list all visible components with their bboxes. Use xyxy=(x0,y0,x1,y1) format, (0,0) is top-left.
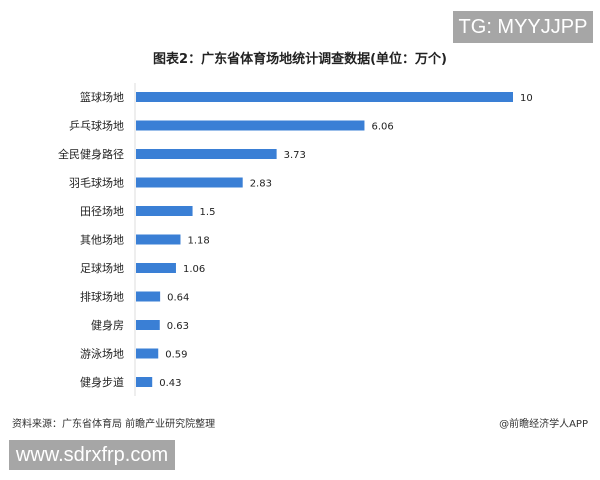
value-label: 0.59 xyxy=(165,350,187,361)
bar xyxy=(136,177,243,188)
category-label: 健身步道 xyxy=(80,375,124,389)
bar xyxy=(136,234,181,245)
value-label: 0.63 xyxy=(167,321,189,332)
bar xyxy=(136,92,513,102)
bar xyxy=(136,291,161,302)
bar xyxy=(136,377,153,387)
category-label: 羽毛球场地 xyxy=(69,176,124,190)
value-label: 1.06 xyxy=(183,264,205,275)
bar xyxy=(136,120,365,131)
value-label: 3.73 xyxy=(284,150,306,161)
bar xyxy=(136,263,176,273)
value-label: 0.64 xyxy=(167,293,189,304)
watermark-tg: TG: MYYJJPP xyxy=(453,11,593,43)
value-label: 10 xyxy=(520,93,533,104)
bar xyxy=(136,320,160,330)
bar xyxy=(136,149,277,159)
category-label: 篮球场地 xyxy=(80,90,124,104)
watermark-url: www.sdrxfrp.com xyxy=(9,440,175,470)
credit-note: @前瞻经济学人APP xyxy=(499,419,588,430)
value-label: 6.06 xyxy=(371,122,393,133)
category-label: 乒乓球场地 xyxy=(69,119,124,133)
category-label: 游泳场地 xyxy=(80,347,124,361)
source-note: 资料来源：广东省体育局 前瞻产业研究院整理 xyxy=(12,419,216,430)
value-label: 2.83 xyxy=(250,179,272,190)
chart-title: 图表2：广东省体育场地统计调查数据(单位：万个) xyxy=(153,52,447,67)
category-label: 其他场地 xyxy=(80,233,124,247)
category-label: 足球场地 xyxy=(80,261,124,275)
value-label: 1.5 xyxy=(200,207,216,218)
category-label: 健身房 xyxy=(91,318,124,332)
bar xyxy=(136,348,159,359)
category-label: 全民健身路径 xyxy=(58,147,124,161)
value-label: 1.18 xyxy=(187,236,209,247)
bar xyxy=(136,206,193,216)
value-label: 0.43 xyxy=(159,378,181,389)
category-label: 排球场地 xyxy=(80,290,124,304)
category-label: 田径场地 xyxy=(80,204,124,218)
